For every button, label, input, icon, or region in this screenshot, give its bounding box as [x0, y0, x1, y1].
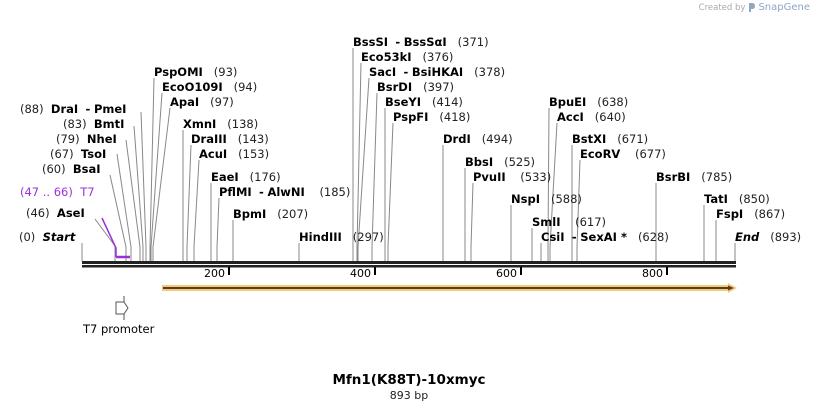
orf-feature-arrow[interactable]: [162, 283, 737, 293]
t7-feature-marker[interactable]: [101, 217, 130, 259]
enzyme-label-acui[interactable]: AcuI (153): [199, 147, 270, 161]
enzyme-label-bsssi-bsssai[interactable]: BssSI - BssSαI (371): [353, 35, 489, 49]
enzyme-label-eco53ki[interactable]: Eco53kI (376): [361, 50, 454, 64]
start-marker: (0) Start: [19, 230, 76, 244]
enzyme-label-bbsi[interactable]: BbsI (525): [465, 155, 536, 169]
enzyme-label-saci-bsihkai[interactable]: SacI - BsiHKAI (378): [369, 65, 506, 79]
ruler-ticks: [228, 267, 668, 275]
promoter-arrow-icon[interactable]: [115, 296, 129, 320]
enzyme-label-bpmi[interactable]: BpmI (207): [233, 207, 309, 221]
enzyme-label-drdi[interactable]: DrdI (494): [443, 132, 513, 146]
enzyme-label-bseyi[interactable]: BseYI (414): [385, 95, 463, 109]
enzyme-label-bsai[interactable]: (60) BsaI: [42, 162, 101, 176]
enzyme-label-eaei[interactable]: EaeI (176): [211, 170, 281, 184]
end-marker: End (893): [735, 230, 802, 244]
enzyme-label-bpuei[interactable]: BpuEI (638): [549, 95, 629, 109]
enzyme-label-nspi[interactable]: NspI (588): [511, 192, 582, 206]
enzyme-label-smli[interactable]: SmlI (617): [532, 215, 607, 229]
credit-brand: SnapGene: [758, 2, 810, 13]
ruler-tick-200: 200: [204, 267, 225, 280]
enzyme-label-fspi[interactable]: FspI (867): [716, 207, 786, 221]
backbone-bottom-strand: [82, 265, 736, 268]
enzyme-label-apai[interactable]: ApaI (97): [170, 95, 234, 109]
enzyme-label-pflmi-alwni[interactable]: PflMI - AlwNI (185): [219, 185, 351, 199]
enzyme-label-pvuii[interactable]: PvuII (533): [473, 170, 552, 184]
enzyme-label-bsrbi[interactable]: BsrBI (785): [656, 170, 733, 184]
enzyme-label-csii-sexai[interactable]: CsiI - SexAI * (628): [541, 230, 669, 244]
ruler-tick-600: 600: [496, 267, 517, 280]
backbone-top-strand: [82, 261, 736, 264]
credit-prefix: Created by: [698, 2, 746, 13]
enzyme-label-asei[interactable]: (46) AseI: [26, 206, 85, 220]
feature-label-t7-promoter[interactable]: T7 promoter: [83, 322, 155, 336]
cut-site-lines: [81, 48, 736, 261]
construct-title: Mfn1(K88T)-10xmyc: [332, 372, 486, 388]
enzyme-label-ecoo109i[interactable]: EcoO109I (94): [162, 80, 258, 94]
enzyme-label-tsoi[interactable]: (67) TsoI: [50, 147, 107, 161]
enzyme-label-nhei[interactable]: (79) NheI: [56, 132, 117, 146]
enzyme-label-psspomi[interactable]: PspOMI (93): [154, 65, 238, 79]
enzyme-label-xmni[interactable]: XmnI (138): [183, 117, 259, 131]
enzyme-label-bmti[interactable]: (83) BmtI: [63, 117, 125, 131]
ruler-tick-800: 800: [642, 267, 663, 280]
enzyme-label-tati[interactable]: TatI (850): [704, 192, 770, 206]
enzyme-label-bsrdi[interactable]: BsrDI (397): [377, 80, 455, 94]
construct-length: 893 bp: [389, 389, 429, 402]
enzyme-label-pspfi[interactable]: PspFI (418): [393, 110, 471, 124]
feature-label-t7[interactable]: (47 .. 66) T7: [20, 185, 95, 199]
enzyme-label-acci[interactable]: AccI (640): [557, 110, 626, 124]
enzyme-label-drai-pmei[interactable]: (88) DraI - PmeI: [20, 102, 127, 116]
ruler-tick-400: 400: [350, 267, 371, 280]
enzyme-label-draiii[interactable]: DraIII (143): [191, 132, 269, 146]
enzyme-label-bstxi[interactable]: BstXI (671): [572, 132, 649, 146]
snapgene-credit: Created by SnapGene: [699, 2, 810, 13]
enzyme-label-hindiii[interactable]: HindIII (297): [299, 230, 384, 244]
snapgene-logo-icon: [749, 3, 756, 12]
enzyme-label-ecorv[interactable]: EcoRV (677): [580, 147, 666, 161]
